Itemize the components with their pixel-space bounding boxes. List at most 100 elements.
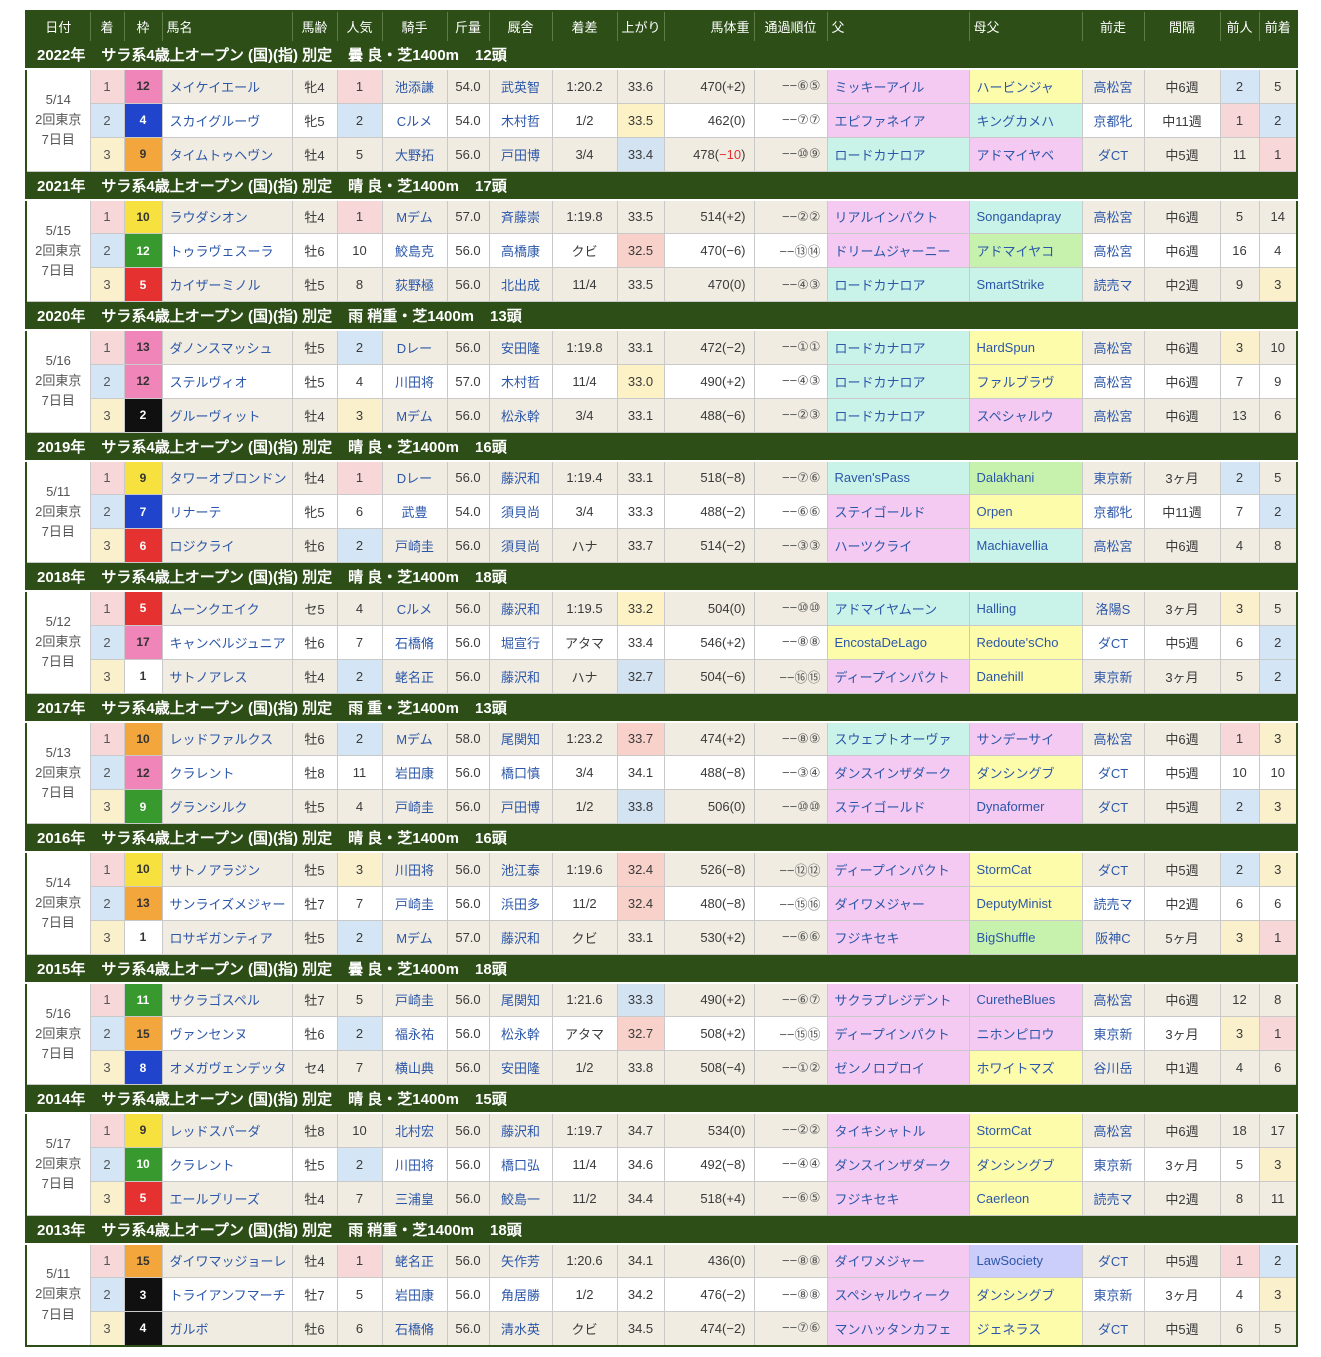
horse-name-link[interactable]: サクラゴスペル [161, 982, 293, 1017]
horse-name-link[interactable]: トゥラヴェスーラ [161, 233, 293, 268]
prev-race-link[interactable]: 高松宮 [1081, 397, 1145, 433]
prev-race-link[interactable]: 京都牝 [1081, 494, 1145, 529]
dam-sire-link[interactable]: スペシャルウ [968, 397, 1083, 433]
horse-name-link[interactable]: ガルボ [161, 1311, 293, 1346]
prev-race-link[interactable]: 読売マ [1081, 267, 1145, 302]
jockey-link[interactable]: 北村宏 [381, 1112, 448, 1148]
jockey-link[interactable]: 戸崎圭 [381, 789, 448, 824]
jockey-link[interactable]: 大野拓 [381, 136, 448, 172]
horse-name-link[interactable]: ロサギガンティア [161, 919, 293, 955]
jockey-link[interactable]: 戸崎圭 [381, 528, 448, 563]
jockey-link[interactable]: 川田将 [381, 851, 448, 887]
sire-link[interactable]: ロードカナロア [826, 329, 970, 365]
horse-name-link[interactable]: ロジクライ [161, 528, 293, 563]
dam-sire-link[interactable]: Caerleon [968, 1180, 1083, 1216]
sire-link[interactable]: エピファネイア [826, 102, 970, 138]
jockey-link[interactable]: Dレー [381, 329, 448, 365]
sire-link[interactable]: ディープインパクト [826, 1016, 970, 1051]
jockey-link[interactable]: 横山典 [381, 1050, 448, 1085]
dam-sire-link[interactable]: Songandapray [968, 199, 1083, 234]
dam-sire-link[interactable]: アドマイヤコ [968, 233, 1083, 268]
jockey-link[interactable]: Cルメ [381, 590, 448, 626]
sire-link[interactable]: アドマイヤムーン [826, 590, 970, 626]
prev-race-link[interactable]: ダCT [1081, 851, 1145, 887]
sire-link[interactable]: ハーツクライ [826, 528, 970, 563]
dam-sire-link[interactable]: Orpen [968, 494, 1083, 529]
sire-link[interactable]: スウェプトオーヴァ [826, 721, 970, 756]
sire-link[interactable]: ステイゴールド [826, 789, 970, 824]
jockey-link[interactable]: Mデム [381, 721, 448, 756]
stable-link[interactable]: 安田隆 [488, 1050, 553, 1085]
prev-race-link[interactable]: 高松宮 [1081, 721, 1145, 756]
stable-link[interactable]: 矢作芳 [488, 1243, 553, 1278]
stable-link[interactable]: 藤沢和 [488, 590, 553, 626]
prev-race-link[interactable]: ダCT [1081, 755, 1145, 790]
horse-name-link[interactable]: キャンベルジュニア [161, 624, 293, 660]
dam-sire-link[interactable]: Redoute'sCho [968, 624, 1083, 660]
prev-race-link[interactable]: 高松宮 [1081, 528, 1145, 563]
jockey-link[interactable]: 川田将 [381, 1146, 448, 1182]
horse-name-link[interactable]: リナーテ [161, 494, 293, 529]
sire-link[interactable]: EncostaDeLago [826, 624, 970, 660]
horse-name-link[interactable]: サトノアレス [161, 658, 293, 694]
prev-race-link[interactable]: ダCT [1081, 1243, 1145, 1278]
dam-sire-link[interactable]: キングカメハ [968, 102, 1083, 138]
prev-race-link[interactable]: 高松宮 [1081, 233, 1145, 268]
jockey-link[interactable]: Dレー [381, 460, 448, 495]
horse-name-link[interactable]: メイケイエール [161, 68, 293, 104]
jockey-link[interactable]: Mデム [381, 199, 448, 234]
dam-sire-link[interactable]: DeputyMinist [968, 885, 1083, 921]
horse-name-link[interactable]: サンライズメジャー [161, 885, 293, 921]
stable-link[interactable]: 角居勝 [488, 1277, 553, 1312]
horse-name-link[interactable]: オメガヴェンデッタ [161, 1050, 293, 1085]
dam-sire-link[interactable]: サンデーサイ [968, 721, 1083, 756]
jockey-link[interactable]: 荻野極 [381, 267, 448, 302]
sire-link[interactable]: フジキセキ [826, 1180, 970, 1216]
sire-link[interactable]: マンハッタンカフェ [826, 1311, 970, 1346]
horse-name-link[interactable]: カイザーミノル [161, 267, 293, 302]
prev-race-link[interactable]: 東京新 [1081, 1146, 1145, 1182]
dam-sire-link[interactable]: ダンシングブ [968, 1146, 1083, 1182]
sire-link[interactable]: ダンスインザダーク [826, 1146, 970, 1182]
stable-link[interactable]: 戸田博 [488, 136, 553, 172]
sire-link[interactable]: ディープインパクト [826, 851, 970, 887]
stable-link[interactable]: 武英智 [488, 68, 553, 104]
stable-link[interactable]: 藤沢和 [488, 1112, 553, 1148]
jockey-link[interactable]: 岩田康 [381, 1277, 448, 1312]
prev-race-link[interactable]: ダCT [1081, 136, 1145, 172]
stable-link[interactable]: 尾関知 [488, 982, 553, 1017]
stable-link[interactable]: 松永幹 [488, 397, 553, 433]
jockey-link[interactable]: 岩田康 [381, 755, 448, 790]
dam-sire-link[interactable]: ニホンピロウ [968, 1016, 1083, 1051]
stable-link[interactable]: 尾関知 [488, 721, 553, 756]
horse-name-link[interactable]: ヴァンセンヌ [161, 1016, 293, 1051]
horse-name-link[interactable]: ダイワマッジョーレ [161, 1243, 293, 1278]
prev-race-link[interactable]: 読売マ [1081, 885, 1145, 921]
sire-link[interactable]: ロードカナロア [826, 136, 970, 172]
jockey-link[interactable]: 戸崎圭 [381, 885, 448, 921]
dam-sire-link[interactable]: HardSpun [968, 329, 1083, 365]
horse-name-link[interactable]: グルーヴィット [161, 397, 293, 433]
stable-link[interactable]: 須貝尚 [488, 528, 553, 563]
horse-name-link[interactable]: ダノンスマッシュ [161, 329, 293, 365]
sire-link[interactable]: サクラプレジデント [826, 982, 970, 1017]
sire-link[interactable]: ロードカナロア [826, 267, 970, 302]
dam-sire-link[interactable]: アドマイヤベ [968, 136, 1083, 172]
sire-link[interactable]: ダンスインザダーク [826, 755, 970, 790]
dam-sire-link[interactable]: Dalakhani [968, 460, 1083, 495]
prev-race-link[interactable]: 高松宮 [1081, 68, 1145, 104]
stable-link[interactable]: 木村哲 [488, 363, 553, 399]
dam-sire-link[interactable]: ダンシングブ [968, 755, 1083, 790]
jockey-link[interactable]: 三浦皇 [381, 1180, 448, 1216]
horse-name-link[interactable]: ステルヴィオ [161, 363, 293, 399]
sire-link[interactable]: ゼンノロブロイ [826, 1050, 970, 1085]
prev-race-link[interactable]: 洛陽S [1081, 590, 1145, 626]
prev-race-link[interactable]: 阪神C [1081, 919, 1145, 955]
jockey-link[interactable]: 池添謙 [381, 68, 448, 104]
dam-sire-link[interactable]: ジェネラス [968, 1311, 1083, 1346]
stable-link[interactable]: 鮫島一 [488, 1180, 553, 1216]
prev-race-link[interactable]: 高松宮 [1081, 1112, 1145, 1148]
horse-name-link[interactable]: スカイグルーヴ [161, 102, 293, 138]
sire-link[interactable]: ステイゴールド [826, 494, 970, 529]
stable-link[interactable]: 須貝尚 [488, 494, 553, 529]
